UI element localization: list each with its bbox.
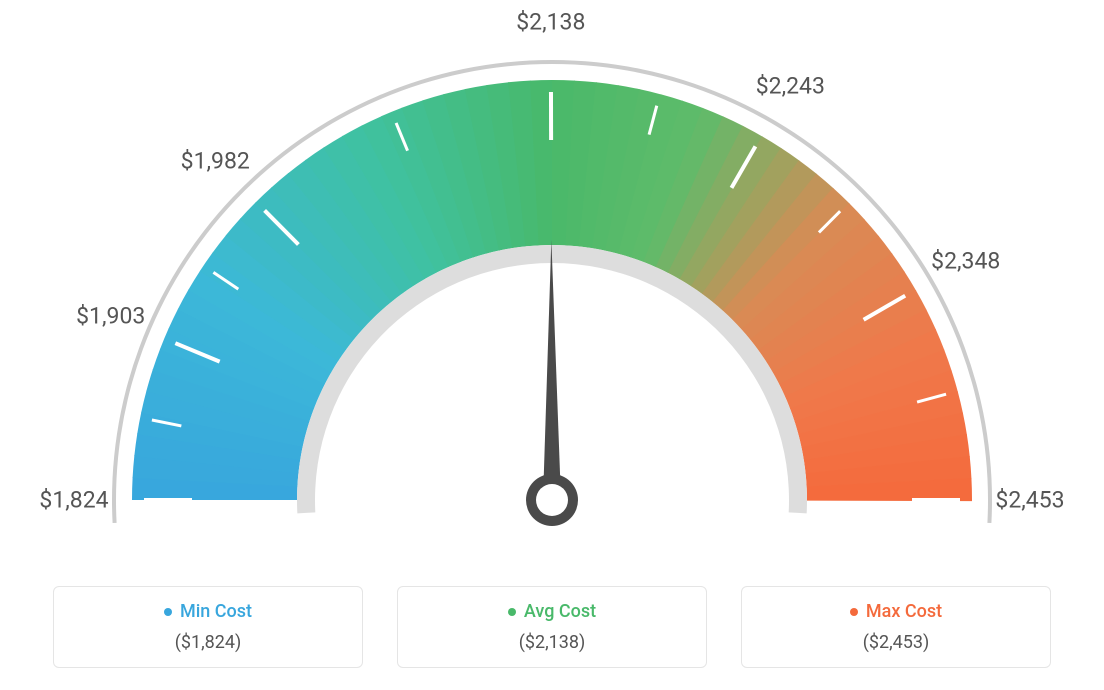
gauge-svg [0, 0, 1104, 560]
legend-title-max-text: Max Cost [866, 601, 942, 622]
legend-dot-min [164, 608, 172, 616]
legend-row: Min Cost ($1,824) Avg Cost ($2,138) Max … [0, 586, 1104, 669]
gauge-tick-label: $2,453 [995, 487, 1064, 514]
legend-title-min-text: Min Cost [180, 601, 252, 622]
legend-dot-max [850, 608, 858, 616]
gauge-tick-label: $1,982 [181, 147, 250, 174]
legend-card-avg: Avg Cost ($2,138) [397, 586, 707, 669]
legend-title-min: Min Cost [164, 601, 252, 622]
gauge-tick-label: $2,138 [516, 9, 585, 36]
legend-card-min: Min Cost ($1,824) [53, 586, 363, 669]
gauge-tick-label: $2,243 [756, 72, 825, 99]
legend-title-avg: Avg Cost [508, 601, 596, 622]
legend-value-max: ($2,453) [752, 632, 1040, 653]
legend-title-avg-text: Avg Cost [524, 601, 596, 622]
legend-title-max: Max Cost [850, 601, 942, 622]
gauge-tick-label: $1,824 [39, 487, 108, 514]
legend-value-min: ($1,824) [64, 632, 352, 653]
legend-value-avg: ($2,138) [408, 632, 696, 653]
legend-card-max: Max Cost ($2,453) [741, 586, 1051, 669]
gauge-tick-label: $2,348 [931, 247, 1000, 274]
gauge-tick-label: $1,903 [76, 303, 145, 330]
legend-dot-avg [508, 608, 516, 616]
gauge-chart: $1,824 $1,903 $1,982 $2,138 $2,243 $2,348 $2,4… [0, 0, 1104, 560]
